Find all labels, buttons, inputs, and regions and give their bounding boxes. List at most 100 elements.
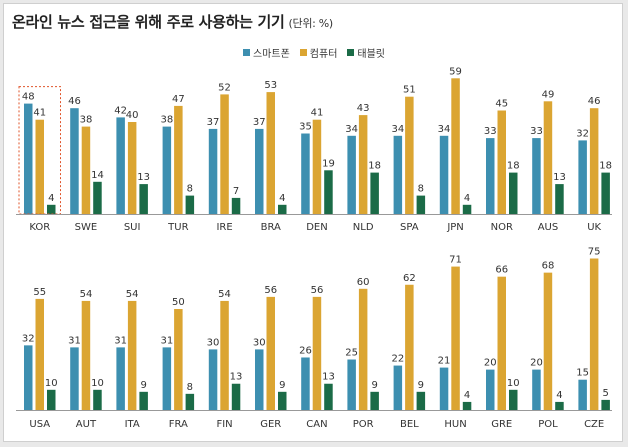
bar-computer-pol — [543, 272, 553, 410]
bar-smartphone-pol — [532, 369, 541, 410]
bar-computer-gre — [497, 276, 506, 410]
value-label-computer-usa: 55 — [33, 287, 46, 298]
value-label-smartphone-kor: 48 — [22, 92, 35, 103]
bar-tablet-bel — [416, 391, 426, 410]
bar-computer-por — [358, 288, 368, 410]
bar-group-fin: 30 54 13 FIN — [207, 289, 243, 430]
bar-computer-bel — [405, 284, 414, 410]
bar-tablet-nor — [509, 172, 518, 214]
value-label-computer-bra: 53 — [264, 80, 277, 91]
category-label-aut: AUT — [76, 419, 97, 430]
value-label-tablet-aus: 13 — [553, 172, 566, 183]
value-label-tablet-bel: 9 — [418, 380, 424, 391]
bar-computer-aus — [543, 101, 553, 214]
bar-tablet-cze — [601, 399, 610, 410]
value-label-smartphone-por: 25 — [345, 348, 358, 359]
bar-tablet-por — [370, 391, 379, 410]
bar-group-den: 35 41 19 DEN — [299, 108, 335, 233]
value-label-tablet-cze: 5 — [602, 388, 608, 399]
category-label-por: POR — [353, 419, 374, 430]
bar-computer-fra — [174, 309, 183, 410]
bar-smartphone-sui — [116, 117, 125, 214]
category-label-fra: FRA — [169, 419, 188, 430]
value-label-tablet-nor: 18 — [507, 161, 520, 172]
value-label-computer-por: 60 — [357, 277, 370, 288]
value-label-smartphone-pol: 20 — [530, 358, 543, 369]
value-label-tablet-por: 9 — [371, 380, 377, 391]
legend-label-tablet: 태블릿 — [357, 49, 386, 60]
bar-group-pol: 20 68 4 POL — [530, 261, 564, 430]
bar-computer-nor — [497, 110, 506, 214]
bar-computer-kor — [35, 119, 44, 214]
bar-tablet-den — [324, 170, 333, 214]
value-label-computer-aus: 49 — [542, 89, 555, 100]
value-label-computer-den: 41 — [311, 108, 324, 119]
value-label-smartphone-nld: 34 — [345, 124, 358, 135]
category-label-nld: NLD — [353, 222, 374, 233]
value-label-computer-cze: 75 — [588, 247, 601, 258]
value-label-computer-nld: 43 — [357, 103, 370, 114]
value-label-smartphone-jpn: 34 — [438, 124, 451, 135]
category-label-hun: HUN — [444, 419, 466, 430]
value-label-computer-ger: 56 — [264, 285, 277, 296]
bar-group-usa: 32 55 10 USA — [22, 287, 58, 430]
bar-smartphone-fin — [208, 349, 218, 410]
bar-computer-den — [312, 119, 322, 214]
value-label-smartphone-tur: 38 — [160, 115, 173, 126]
legend-swatch-computer — [299, 49, 307, 56]
category-label-can: CAN — [306, 419, 327, 430]
bar-tablet-nld — [370, 172, 379, 214]
value-label-smartphone-den: 35 — [299, 122, 312, 133]
bar-group-uk: 32 46 18 UK — [576, 96, 612, 233]
bar-computer-swe — [81, 126, 91, 214]
value-label-smartphone-aus: 33 — [530, 126, 543, 137]
bar-tablet-gre — [509, 389, 518, 410]
category-label-gre: GRE — [491, 419, 512, 430]
value-label-smartphone-sui: 42 — [114, 105, 127, 116]
value-label-tablet-pol: 4 — [556, 390, 562, 401]
legend-swatch-smartphone — [242, 49, 250, 56]
legend-item-smartphone: 스마트폰 — [242, 45, 290, 60]
bar-computer-fin — [220, 300, 229, 410]
value-label-smartphone-swe: 46 — [68, 96, 81, 107]
bar-group-swe: 46 38 14 SWE — [68, 96, 104, 233]
value-label-tablet-ire: 7 — [233, 186, 239, 197]
bar-computer-nld — [358, 115, 368, 214]
value-label-smartphone-can: 26 — [299, 345, 312, 356]
category-label-spa: SPA — [400, 222, 419, 233]
value-label-smartphone-bel: 22 — [391, 354, 404, 365]
value-label-smartphone-nor: 33 — [484, 126, 497, 137]
bar-group-kor: 48 41 4 KOR — [18, 86, 61, 233]
value-label-computer-aut: 54 — [80, 289, 93, 300]
value-label-smartphone-fra: 31 — [160, 335, 173, 346]
legend-item-tablet: 태블릿 — [347, 45, 385, 60]
bar-group-aus: 33 49 13 AUS — [530, 89, 566, 233]
value-label-tablet-fin: 13 — [230, 372, 243, 383]
bar-computer-spa — [405, 96, 414, 214]
category-label-aus: AUS — [538, 222, 559, 233]
value-label-tablet-swe: 14 — [91, 170, 104, 181]
category-label-ire: IRE — [216, 222, 232, 233]
value-label-computer-gre: 66 — [495, 265, 508, 276]
bar-smartphone-ita — [116, 347, 125, 410]
value-label-smartphone-ger: 30 — [253, 337, 266, 348]
value-label-computer-fra: 50 — [172, 297, 185, 308]
category-label-jpn: JPN — [446, 222, 463, 233]
value-label-computer-jpn: 59 — [449, 66, 462, 77]
bar-tablet-bra — [278, 204, 287, 214]
value-label-computer-ita: 54 — [126, 289, 139, 300]
value-label-tablet-usa: 10 — [45, 378, 58, 389]
value-label-computer-ire: 52 — [218, 82, 231, 93]
value-label-computer-pol: 68 — [542, 261, 555, 272]
bar-tablet-ita — [139, 391, 148, 410]
bar-smartphone-swe — [70, 108, 79, 214]
bar-group-spa: 34 51 8 SPA — [391, 85, 426, 233]
bar-tablet-usa — [47, 389, 56, 410]
bar-smartphone-usa — [24, 345, 33, 410]
bar-smartphone-cze — [578, 379, 587, 410]
value-label-smartphone-fin: 30 — [207, 337, 220, 348]
value-label-smartphone-aut: 31 — [68, 335, 81, 346]
category-label-tur: TUR — [167, 222, 188, 233]
bar-group-aut: 31 54 10 AUT — [68, 289, 104, 430]
